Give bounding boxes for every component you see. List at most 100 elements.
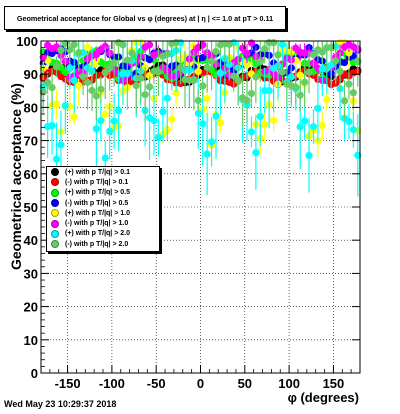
chart-title-text: Geometrical acceptance for Global vs φ (…	[16, 13, 274, 23]
x-tick-label: -150	[55, 376, 81, 391]
chart-title: Geometrical acceptance for Global vs φ (…	[4, 6, 286, 30]
data-point	[101, 110, 109, 118]
data-point	[194, 67, 202, 76]
legend-entry: (-) with p T/|q| > 2.0	[47, 239, 159, 249]
data-point	[128, 49, 136, 57]
legend-marker-icon	[51, 219, 59, 228]
data-point	[44, 79, 52, 87]
data-point	[270, 116, 278, 125]
data-point	[340, 97, 349, 105]
data-point	[270, 39, 278, 47]
data-point	[61, 101, 69, 110]
legend-label: (-) with p T/|q| > 1.0	[65, 220, 129, 228]
x-tick-label: 50	[238, 376, 252, 391]
data-point	[203, 94, 211, 103]
data-point	[278, 40, 287, 49]
y-tick-label: 10	[24, 333, 38, 348]
legend-label: (-) with p T/|q| > 2.0	[65, 240, 129, 248]
data-point	[57, 141, 65, 149]
data-point	[57, 46, 65, 54]
data-point	[66, 64, 74, 72]
data-point	[101, 154, 109, 162]
data-point	[172, 39, 180, 47]
data-point	[216, 119, 225, 127]
data-point	[132, 82, 140, 90]
y-tick-label: 50	[24, 200, 38, 215]
data-point	[301, 117, 309, 125]
x-tick-label: -100	[99, 376, 125, 391]
data-point	[176, 63, 185, 72]
y-tick-label: 80	[24, 100, 38, 115]
y-tick-label: 70	[24, 134, 38, 149]
data-point	[225, 40, 233, 48]
data-point	[296, 91, 304, 99]
data-point	[145, 56, 154, 64]
data-point	[309, 123, 318, 131]
data-point	[92, 51, 100, 59]
data-point	[212, 47, 220, 56]
data-point	[332, 57, 340, 65]
data-point	[83, 43, 92, 51]
data-point	[70, 113, 78, 121]
data-point	[256, 58, 264, 66]
data-point	[212, 112, 220, 120]
data-point	[265, 87, 273, 95]
legend-label: (+) with p T/|q| > 1.0	[65, 209, 130, 217]
y-tick-label: 60	[24, 167, 38, 182]
data-point	[243, 49, 251, 58]
data-point	[52, 63, 61, 71]
legend-marker-icon	[51, 209, 59, 218]
data-point	[114, 106, 123, 115]
data-point	[207, 138, 216, 146]
legend-marker-icon	[51, 229, 59, 238]
y-tick-label: 20	[24, 300, 38, 315]
data-point	[252, 73, 260, 81]
legend-entry: (+) with p T/|q| > 0.5	[47, 188, 159, 198]
data-point	[141, 91, 149, 99]
legend-entry: (-) with p T/|q| > 0.1	[47, 177, 159, 187]
data-point	[243, 96, 251, 104]
data-point	[194, 96, 202, 105]
legend-marker-icon	[51, 178, 59, 187]
data-point	[305, 68, 313, 76]
timestamp: Wed May 23 10:29:37 2018	[4, 399, 117, 409]
legend-label: (-) with p T/|q| > 0.5	[65, 199, 129, 207]
data-point	[75, 81, 83, 90]
data-point	[207, 57, 216, 65]
data-point	[256, 112, 264, 121]
data-point	[199, 119, 207, 128]
data-point	[168, 115, 176, 123]
data-point	[97, 85, 105, 93]
data-point	[110, 59, 118, 67]
y-tick-label: 100	[16, 34, 38, 49]
data-point	[97, 117, 105, 125]
data-point	[70, 76, 78, 84]
data-point	[225, 61, 233, 69]
data-point	[106, 127, 114, 135]
legend: (+) with p T/|q| > 0.1 (-) with p T/|q| …	[46, 166, 160, 252]
x-tick-label: -50	[147, 376, 166, 391]
data-point	[203, 63, 211, 71]
data-point	[79, 73, 87, 81]
x-tick-label: 100	[278, 376, 300, 391]
y-tick-label: 40	[24, 233, 38, 248]
legend-entry: (-) with p T/|q| > 1.0	[47, 218, 159, 228]
x-axis-label: φ (degrees)	[287, 390, 359, 405]
data-point	[88, 86, 96, 95]
data-point	[83, 78, 92, 86]
data-point	[110, 117, 118, 125]
data-point	[261, 45, 269, 53]
data-point	[48, 121, 56, 130]
data-point	[159, 108, 167, 116]
data-point	[199, 82, 207, 90]
data-point	[349, 89, 357, 97]
data-point	[48, 84, 56, 92]
data-point	[292, 83, 300, 91]
data-point	[345, 49, 353, 57]
data-point	[247, 128, 256, 136]
data-point	[309, 50, 318, 59]
data-point	[247, 39, 256, 47]
data-point	[119, 41, 127, 49]
legend-entry: (+) with p T/|q| > 2.0	[47, 229, 159, 239]
legend-marker-icon	[51, 199, 59, 208]
